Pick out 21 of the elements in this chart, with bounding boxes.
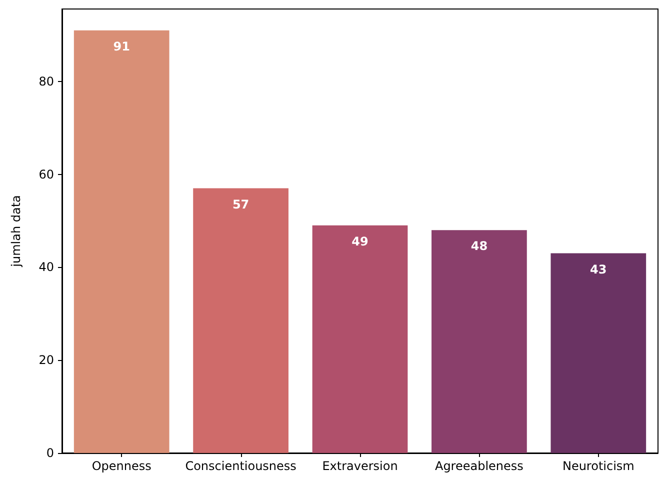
y-tick-label: 80 — [38, 74, 54, 88]
x-tick-label: Openness — [92, 459, 152, 473]
x-tick-label: Extraversion — [322, 459, 398, 473]
data-label: 48 — [470, 239, 488, 254]
bar — [550, 253, 646, 453]
x-tick-label: Agreeableness — [434, 459, 524, 473]
x-tick-label: Conscientiousness — [185, 459, 296, 473]
data-label: 91 — [113, 39, 130, 54]
bar — [432, 230, 527, 453]
bar — [74, 30, 170, 453]
y-axis-title: jumlah data — [9, 195, 23, 268]
bar — [312, 225, 408, 453]
y-tick-label: 40 — [38, 260, 54, 274]
x-tick-label: Neuroticism — [562, 459, 634, 473]
data-label: 49 — [352, 234, 368, 248]
y-tick-label: 0 — [46, 446, 54, 460]
data-label: 43 — [590, 262, 607, 276]
data-label: 57 — [232, 197, 250, 212]
bar — [193, 188, 288, 453]
y-tick-label: 20 — [38, 353, 54, 368]
y-tick-label: 60 — [38, 167, 54, 182]
